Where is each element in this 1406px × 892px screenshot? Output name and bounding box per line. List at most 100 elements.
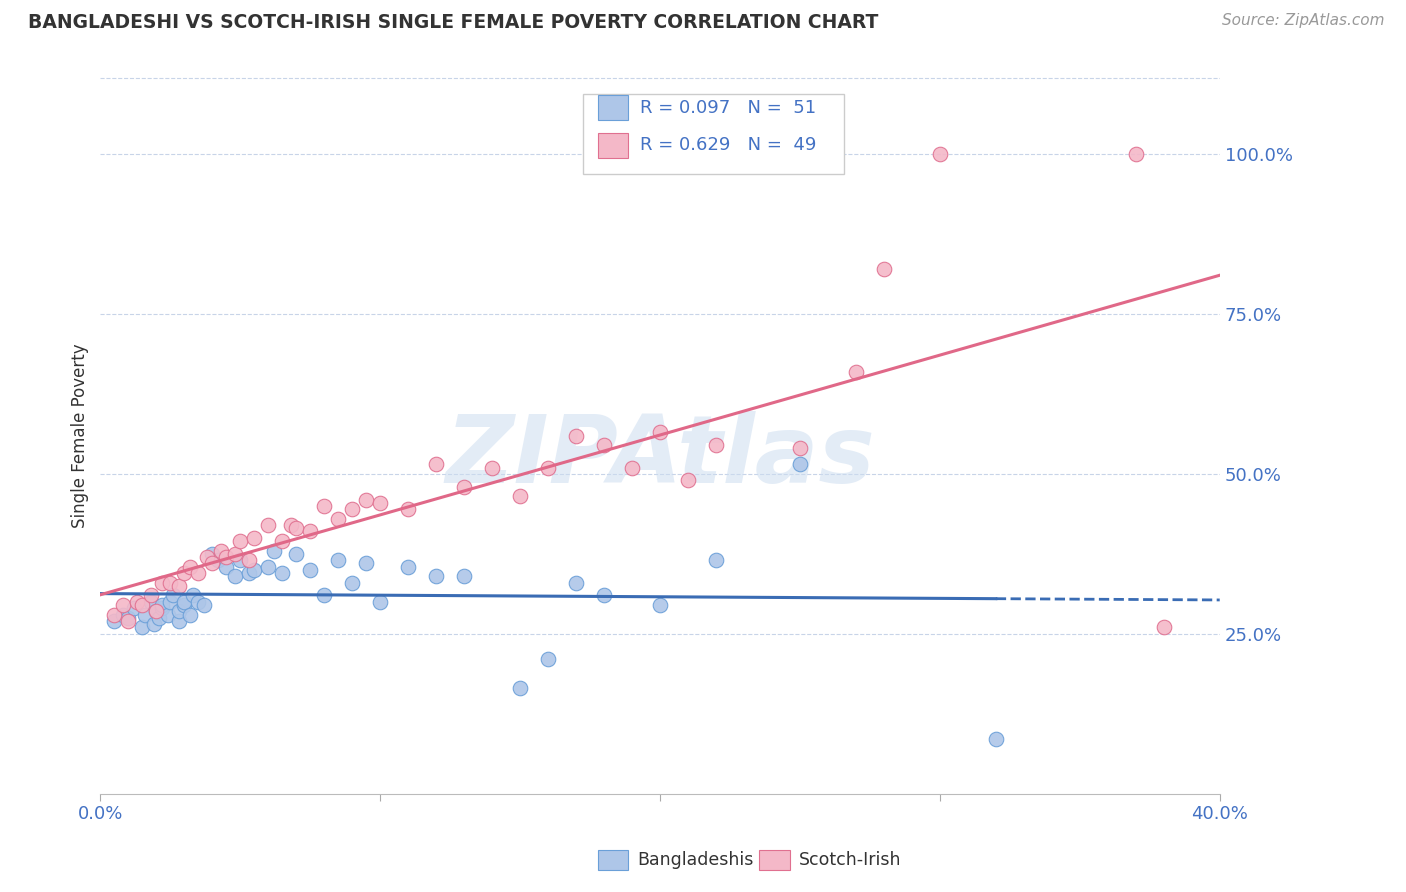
Point [229,553,252,567]
Point [368,595,391,609]
Point [173,595,195,609]
Point [565,428,588,442]
Point [150,601,173,615]
Point [139,589,162,603]
Point [122,601,145,615]
Point [159,575,181,590]
Point [201,557,224,571]
Point [179,607,201,622]
Point [271,566,294,580]
Point [928,147,950,161]
Point [179,559,201,574]
Point [145,604,167,618]
Point [257,559,280,574]
Point [150,575,173,590]
Point [224,569,246,583]
Point [117,611,139,625]
Point [593,438,616,452]
Point [195,550,218,565]
Point [704,553,727,567]
Point [131,620,153,634]
Point [145,604,167,618]
Point [704,438,727,452]
Point [368,496,391,510]
Point [111,607,134,622]
Point [328,511,350,525]
Point [148,611,170,625]
Text: R = 0.629   N =  49: R = 0.629 N = 49 [640,136,815,154]
Point [159,595,181,609]
Point [150,598,173,612]
Point [354,557,377,571]
Text: BANGLADESHI VS SCOTCH-IRISH SINGLE FEMALE POVERTY CORRELATION CHART: BANGLADESHI VS SCOTCH-IRISH SINGLE FEMAL… [28,13,879,32]
Point [328,553,350,567]
Point [789,442,811,456]
Point [167,604,190,618]
Point [509,681,531,695]
Point [453,480,475,494]
Point [621,460,644,475]
Text: Source: ZipAtlas.com: Source: ZipAtlas.com [1222,13,1385,29]
Point [131,598,153,612]
Point [173,598,195,612]
Text: ZIPAtlas: ZIPAtlas [446,411,875,503]
Point [648,598,671,612]
Point [396,559,419,574]
Point [396,502,419,516]
Point [565,575,588,590]
Point [243,531,266,545]
Point [103,614,125,628]
Point [342,575,364,590]
Point [271,534,294,549]
Point [201,547,224,561]
Point [142,617,165,632]
Y-axis label: Single Female Poverty: Single Female Poverty [72,343,89,528]
Point [125,595,148,609]
Point [173,566,195,580]
Point [593,589,616,603]
Point [648,425,671,440]
Point [229,534,252,549]
Point [111,598,134,612]
Point [789,458,811,472]
Point [285,547,308,561]
Point [156,607,179,622]
Point [280,518,302,533]
Point [187,595,209,609]
Point [845,365,868,379]
Point [209,543,232,558]
Point [453,569,475,583]
Point [509,489,531,503]
Point [425,458,447,472]
Point [354,492,377,507]
Point [134,607,156,622]
Point [224,547,246,561]
Point [215,550,238,565]
Point [207,553,229,567]
Text: R = 0.097   N =  51: R = 0.097 N = 51 [640,99,815,117]
Point [103,607,125,622]
Point [167,579,190,593]
Point [676,473,699,487]
Point [984,732,1007,747]
Point [243,563,266,577]
Point [314,499,336,513]
Point [187,566,209,580]
Point [1153,620,1175,634]
Point [1125,147,1147,161]
Point [263,543,285,558]
Point [117,614,139,628]
Point [342,502,364,516]
Point [537,652,560,666]
Text: Bangladeshis: Bangladeshis [637,851,754,869]
Point [873,262,896,277]
Text: Scotch-Irish: Scotch-Irish [799,851,901,869]
Point [193,598,215,612]
Point [314,589,336,603]
Point [167,614,190,628]
Point [299,563,322,577]
Point [162,589,184,603]
Point [285,521,308,535]
Point [481,460,503,475]
Point [425,569,447,583]
